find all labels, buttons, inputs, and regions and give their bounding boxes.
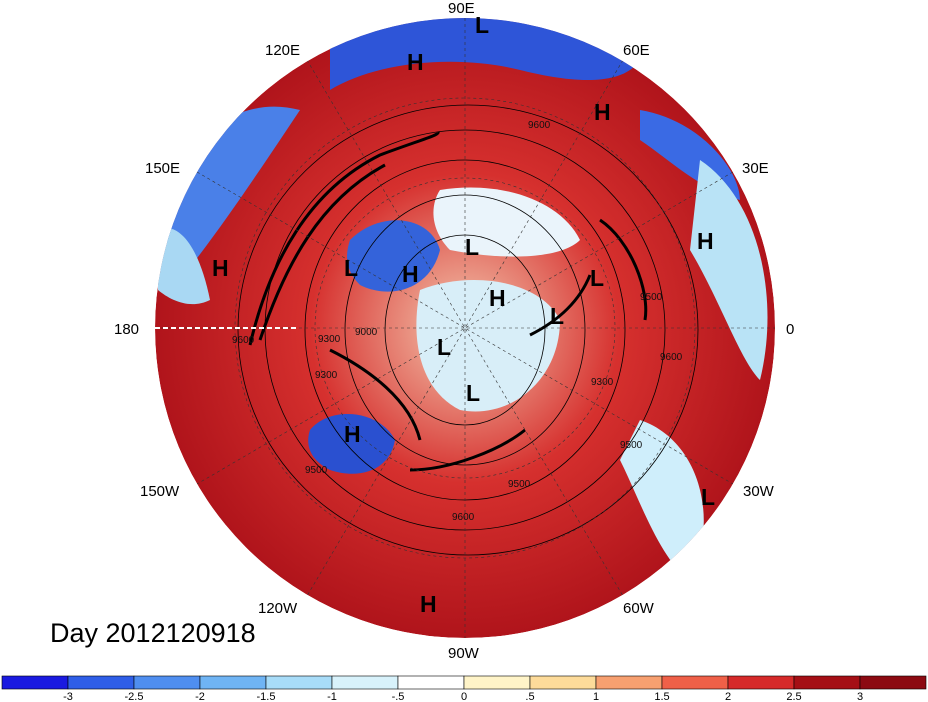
lightblue-anomaly-west	[158, 228, 210, 305]
lon-label-60w: 60W	[623, 600, 655, 617]
colorbar-tick-label: 0	[461, 691, 467, 702]
contour-label: 9300	[318, 334, 341, 345]
colorbar-swatch	[727, 675, 795, 690]
colorbar-tick-label: -2.5	[125, 691, 144, 702]
pressure-center: L	[437, 334, 451, 360]
date-title: Day 2012120918	[50, 618, 256, 648]
contour-label: 9000	[355, 327, 378, 338]
lon-label-120e: 120E	[265, 42, 300, 59]
colorbar-tick-label: -2	[195, 691, 205, 702]
lon-label-150w: 150W	[140, 483, 180, 500]
colorbar-swatch	[859, 675, 927, 690]
contour-label: 9500	[620, 440, 643, 451]
lightblue-anomaly-east	[690, 160, 768, 380]
pressure-center: H	[489, 285, 506, 311]
contour-label: 9600	[528, 120, 551, 131]
lon-label-150e: 150E	[145, 160, 180, 177]
pressure-center: H	[697, 228, 714, 254]
contour-label: 9300	[315, 370, 338, 381]
pressure-center: H	[344, 421, 361, 447]
pressure-center: H	[212, 255, 229, 281]
contour-label: 9500	[508, 479, 531, 490]
colorbar-swatch	[595, 675, 663, 690]
pressure-center: L	[475, 12, 489, 38]
contour-label: 9500	[640, 292, 663, 303]
lon-label-120w: 120W	[258, 600, 298, 617]
pressure-center: H	[407, 49, 424, 75]
jet-stream	[248, 130, 648, 472]
colorbar-tick-label: 2	[725, 691, 731, 702]
pressure-center: L	[344, 255, 358, 281]
lon-label-60e: 60E	[623, 42, 650, 59]
lightblue-anomaly-southeast	[620, 420, 704, 580]
pressure-center: L	[466, 380, 480, 406]
lightblue-anomaly-center	[416, 280, 560, 412]
lon-label-180: 180	[114, 321, 139, 338]
contour-label: 9600	[452, 512, 475, 523]
colorbar-tick-label: 1	[593, 691, 599, 702]
colorbar-tick-label: .5	[525, 691, 534, 702]
colorbar-tick-label: -.5	[392, 691, 405, 702]
colorbar-tick-label: -3	[63, 691, 73, 702]
colorbar-swatch	[397, 675, 465, 690]
colorbar-swatch	[793, 675, 861, 690]
pressure-center: L	[465, 234, 479, 260]
contour-label: 9600	[660, 352, 683, 363]
lon-label-90w: 90W	[448, 645, 480, 662]
colorbar-swatch	[133, 675, 201, 690]
colorbar-swatch	[199, 675, 267, 690]
colorbar-swatch	[331, 675, 399, 690]
colorbar-tick-label: 3	[857, 691, 863, 702]
white-inner-region	[433, 187, 580, 257]
lon-label-0: 0	[786, 321, 794, 338]
pressure-center: H	[402, 261, 419, 287]
longitude-labels: 90E 120E 60E 150E 30E 180 0 150W 30W 120…	[114, 0, 794, 662]
colorbar-tick-label: 2.5	[786, 691, 801, 702]
pressure-center: L	[550, 303, 564, 329]
pressure-center: L	[590, 265, 604, 291]
contour-labels: 9600 9300 9000 9300 9600 9500 9500 9600 …	[232, 120, 683, 523]
colorbar-swatch	[1, 675, 69, 690]
colorbar-swatch	[661, 675, 729, 690]
lon-label-30e: 30E	[742, 160, 769, 177]
blue-anomaly-inner-southwest	[308, 413, 395, 474]
pressure-centers: L H H H H L H L H L L L L H L H	[212, 12, 715, 617]
map-disc	[155, 18, 775, 638]
colorbar-swatch	[463, 675, 531, 690]
pressure-center: H	[594, 99, 611, 125]
lon-label-90e: 90E	[448, 0, 475, 17]
contour-label: 9300	[591, 377, 614, 388]
colorbar-tick-label: 1.5	[654, 691, 669, 702]
pressure-center: L	[701, 484, 715, 510]
pressure-center: H	[420, 591, 437, 617]
colorbar-swatch	[529, 675, 597, 690]
colorbar-tick-label: -1	[327, 691, 337, 702]
contour-label: 9500	[305, 465, 328, 476]
colorbar: -3 -2.5 -2 -1.5 -1 -.5 0 .5 1 1.5 2 2.5 3	[1, 675, 927, 702]
contour-label: 9600	[232, 335, 255, 346]
colorbar-swatch	[67, 675, 135, 690]
colorbar-swatch	[265, 675, 333, 690]
lon-label-30w: 30W	[743, 483, 775, 500]
colorbar-tick-label: -1.5	[257, 691, 276, 702]
blue-anomaly-inner-west	[347, 220, 440, 292]
